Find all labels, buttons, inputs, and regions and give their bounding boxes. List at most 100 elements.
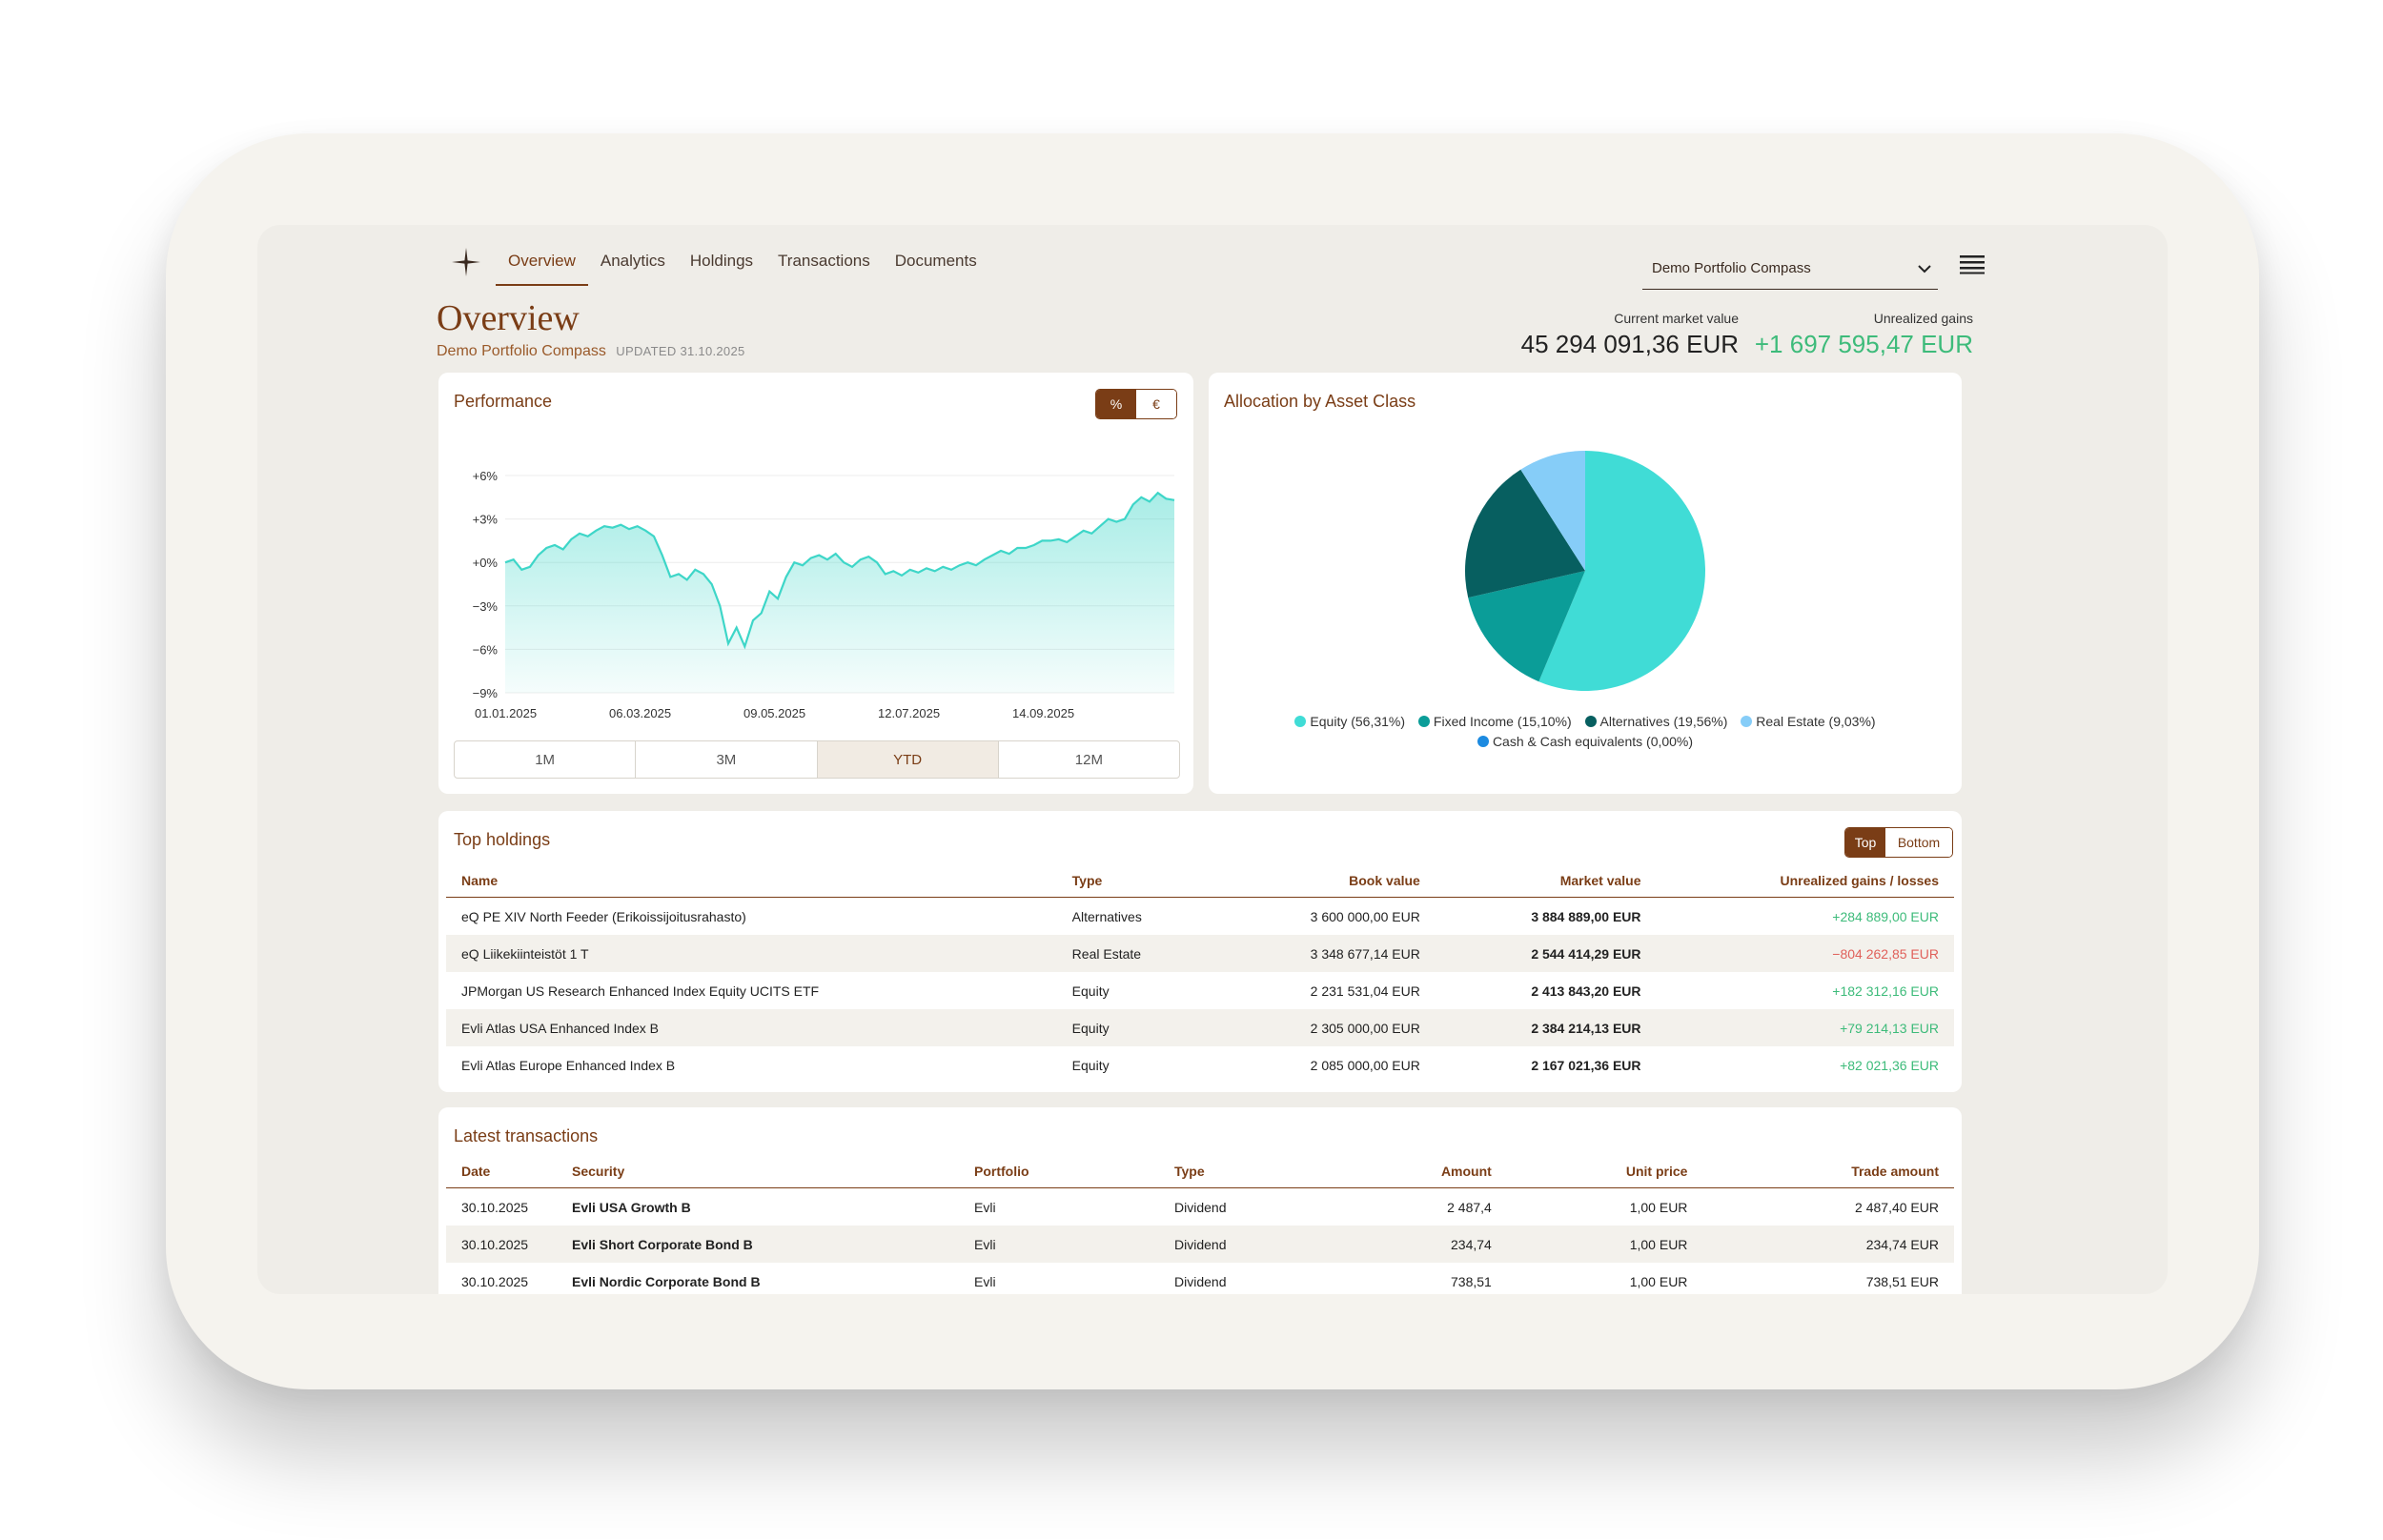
top-holdings-card: Top holdings Top Bottom Name Type Book v… bbox=[438, 811, 1962, 1092]
legend-dot bbox=[1741, 716, 1753, 727]
holdings-table: Name Type Book value Market value Unreal… bbox=[446, 864, 1954, 1084]
allocation-title: Allocation by Asset Class bbox=[1224, 392, 1416, 411]
table-row[interactable]: 30.10.2025 Evli Nordic Corporate Bond B Ev… bbox=[446, 1263, 1954, 1294]
holding-type: Alternatives bbox=[1071, 908, 1142, 924]
table-row[interactable]: JPMorgan US Research Enhanced Index Equi… bbox=[446, 972, 1954, 1009]
holding-unrealized: +82 021,36 EUR bbox=[1840, 1057, 1939, 1073]
sparkle-logo-icon[interactable] bbox=[450, 246, 482, 278]
performance-chart: +6% +3% +0% −3% −6% −9% 01.01.2025 06.03.2025 09… bbox=[473, 469, 1175, 720]
gains-label: Unrealized gains bbox=[1873, 311, 1973, 326]
tx-amount: 738,51 bbox=[1451, 1273, 1492, 1289]
transactions-table: Date Security Portfolio Type Amount Unit… bbox=[446, 1155, 1954, 1294]
kpi-unrealized-gains: Unrealized gains +1 697 595,47 EUR bbox=[1755, 311, 1973, 359]
toggle-bottom[interactable]: Bottom bbox=[1885, 828, 1952, 857]
legend-dot bbox=[1477, 736, 1489, 747]
col-trade-amount[interactable]: Trade amount bbox=[1702, 1155, 1954, 1188]
holding-type: Real Estate bbox=[1056, 935, 1215, 972]
kpi-market-value: Current market value 45 294 091,36 EUR bbox=[1521, 311, 1739, 359]
legend-equity: Equity (56,31%) bbox=[1294, 712, 1405, 732]
col-unit-price[interactable]: Unit price bbox=[1506, 1155, 1703, 1188]
holding-name[interactable]: eQ Liikekiinteistöt 1 T bbox=[446, 935, 1057, 972]
holding-market-value: 2 384 214,13 EUR bbox=[1435, 1009, 1657, 1046]
col-amount[interactable]: Amount bbox=[1334, 1155, 1507, 1188]
y-tick-label: −6% bbox=[473, 642, 499, 657]
holding-name[interactable]: Evli Atlas Europe Enhanced Index B bbox=[461, 1057, 676, 1073]
tx-amount: 234,74 bbox=[1334, 1226, 1507, 1263]
portfolio-select[interactable]: Demo Portfolio Compass bbox=[1642, 248, 1938, 290]
transactions-title: Latest transactions bbox=[454, 1126, 599, 1145]
toggle-euro[interactable]: € bbox=[1136, 390, 1176, 418]
tx-unit-price: 1,00 EUR bbox=[1506, 1226, 1703, 1263]
table-row[interactable]: Evli Atlas Europe Enhanced Index B Equity… bbox=[446, 1046, 1954, 1084]
portfolio-name: Demo Portfolio Compass bbox=[437, 343, 606, 359]
latest-transactions-card: Latest transactions Date Security Portfo… bbox=[438, 1107, 1962, 1294]
col-book-value[interactable]: Book value bbox=[1214, 864, 1436, 898]
col-type[interactable]: Type bbox=[1056, 864, 1215, 898]
tx-security[interactable]: Evli Short Corporate Bond B bbox=[557, 1226, 959, 1263]
y-tick-label: −9% bbox=[473, 686, 499, 700]
holding-unrealized: +79 214,13 EUR bbox=[1656, 1009, 1954, 1046]
x-tick-label: 06.03.2025 bbox=[609, 706, 671, 720]
range-3m[interactable]: 3M bbox=[636, 741, 818, 778]
toggle-top[interactable]: Top bbox=[1845, 828, 1885, 857]
tx-trade-amount: 234,74 EUR bbox=[1702, 1226, 1954, 1263]
allocation-card: Allocation by Asset Class Equity (56,31%… bbox=[1209, 373, 1962, 794]
legend-label: Equity (56,31%) bbox=[1310, 714, 1406, 729]
col-unrealized[interactable]: Unrealized gains / losses bbox=[1656, 864, 1954, 898]
col-portfolio[interactable]: Portfolio bbox=[959, 1155, 1159, 1188]
pie-slice[interactable] bbox=[1468, 571, 1585, 682]
nav-transactions[interactable]: Transactions bbox=[778, 252, 870, 270]
holding-market-value: 3 884 889,00 EUR bbox=[1531, 908, 1641, 924]
legend-alternatives: Alternatives (19,56%) bbox=[1584, 712, 1727, 732]
pie-slice[interactable] bbox=[1538, 451, 1705, 691]
nav-analytics[interactable]: Analytics bbox=[600, 252, 665, 270]
tx-portfolio: Evli bbox=[959, 1226, 1159, 1263]
holding-book-value: 2 231 531,04 EUR bbox=[1310, 983, 1420, 999]
toggle-percent[interactable]: % bbox=[1096, 390, 1136, 418]
tx-portfolio: Evli bbox=[974, 1273, 996, 1289]
pie-slice[interactable] bbox=[1464, 469, 1585, 598]
tx-security[interactable]: Evli Nordic Corporate Bond B bbox=[572, 1273, 761, 1289]
x-tick-label: 12.07.2025 bbox=[878, 706, 940, 720]
table-row[interactable]: 30.10.2025 Evli Short Corporate Bond B Evl… bbox=[446, 1226, 1954, 1263]
holding-book-value: 3 348 677,14 EUR bbox=[1214, 935, 1436, 972]
legend-label: Cash & Cash equivalents (0,00%) bbox=[1492, 734, 1694, 749]
pie-slice[interactable] bbox=[1520, 451, 1585, 571]
holding-name[interactable]: JPMorgan US Research Enhanced Index Equi… bbox=[461, 983, 820, 999]
nav-overview[interactable]: Overview bbox=[496, 246, 588, 286]
holding-name[interactable]: eQ PE XIV North Feeder (Erikoissijoitusr… bbox=[461, 908, 746, 924]
tx-date: 30.10.2025 bbox=[461, 1199, 529, 1215]
holdings-header-row: Name Type Book value Market value Unreal… bbox=[446, 864, 1954, 898]
range-12m[interactable]: 12M bbox=[1074, 751, 1103, 768]
legend-dot bbox=[1584, 716, 1597, 727]
tx-security[interactable]: Evli USA Growth B bbox=[572, 1199, 691, 1215]
holding-book-value: 2 305 000,00 EUR bbox=[1214, 1009, 1436, 1046]
x-tick-label: 14.09.2025 bbox=[1012, 706, 1074, 720]
legend-dot bbox=[1417, 716, 1430, 727]
col-market-value[interactable]: Market value bbox=[1435, 864, 1657, 898]
legend-real-estate: Real Estate (9,03%) bbox=[1741, 712, 1876, 732]
table-row[interactable]: eQ Liikekiinteistöt 1 T Real Estate 3 348 … bbox=[446, 935, 1954, 972]
holding-name[interactable]: Evli Atlas USA Enhanced Index B bbox=[446, 1009, 1057, 1046]
tx-trade-amount: 2 487,40 EUR bbox=[1855, 1199, 1939, 1215]
col-name[interactable]: Name bbox=[446, 864, 1057, 898]
portfolio-select-value: Demo Portfolio Compass bbox=[1652, 260, 1811, 276]
table-row[interactable]: Evli Atlas USA Enhanced Index B Equity 2 3… bbox=[446, 1009, 1954, 1046]
nav-documents[interactable]: Documents bbox=[894, 252, 977, 270]
col-security[interactable]: Security bbox=[557, 1155, 959, 1188]
range-ytd[interactable]: YTD bbox=[817, 741, 999, 778]
tx-portfolio: Evli bbox=[974, 1199, 996, 1215]
tx-date: 30.10.2025 bbox=[461, 1273, 529, 1289]
col-date[interactable]: Date bbox=[446, 1155, 557, 1188]
legend-fixed-income: Fixed Income (15,10%) bbox=[1417, 712, 1572, 732]
holding-type: Equity bbox=[1071, 983, 1110, 999]
table-row[interactable]: eQ PE XIV North Feeder (Erikoissijoitusr… bbox=[446, 898, 1954, 936]
allocation-legend: Equity (56,31%) Fixed Income (15,10%) Al… bbox=[1209, 712, 1962, 752]
nav-holdings[interactable]: Holdings bbox=[689, 252, 754, 270]
hamburger-menu-icon[interactable] bbox=[1960, 253, 1985, 274]
col-type[interactable]: Type bbox=[1159, 1155, 1335, 1188]
app-content: Overview Analytics Holdings Transactions… bbox=[437, 225, 1985, 1294]
range-1m[interactable]: 1M bbox=[455, 741, 637, 778]
table-row[interactable]: 30.10.2025 Evli USA Growth B Evli Dividend 2… bbox=[446, 1188, 1954, 1226]
holding-market-value: 2 413 843,20 EUR bbox=[1531, 983, 1641, 999]
